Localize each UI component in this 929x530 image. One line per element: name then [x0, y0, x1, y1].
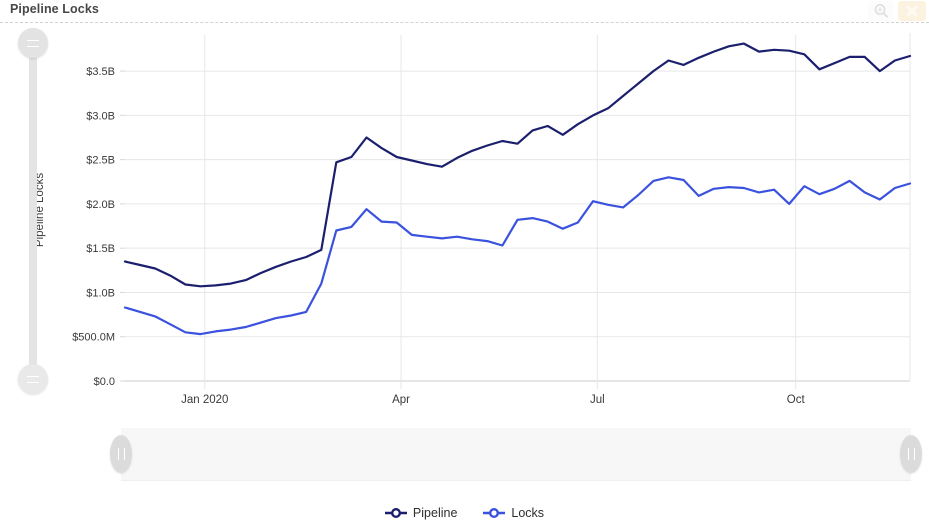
grip-vertical-icon	[118, 448, 125, 460]
locks-series-marker-icon	[483, 508, 506, 518]
legend-item-pipeline[interactable]: Pipeline	[384, 506, 458, 520]
zoom-button[interactable]	[868, 1, 893, 21]
y-zoom-slider	[18, 28, 48, 394]
series-line-locks[interactable]	[123, 176, 912, 336]
y-tick-label: $2.5B	[86, 155, 115, 167]
legend-label-locks: Locks	[511, 506, 545, 520]
pipeline-series-marker-icon	[384, 508, 407, 518]
magnifier-plus-icon	[874, 4, 888, 18]
x-tick-label: Jul	[590, 394, 605, 406]
legend-item-locks[interactable]: Locks	[483, 506, 544, 520]
close-button[interactable]	[898, 1, 926, 21]
close-icon	[906, 5, 918, 17]
y-tick-label: $0.0	[94, 376, 115, 388]
y-zoom-handle-bottom[interactable]	[18, 364, 48, 394]
x-range-selector	[110, 428, 922, 481]
y-zoom-slider-track[interactable]	[29, 42, 37, 380]
y-tick-label: $500.0M	[72, 332, 115, 344]
series-line-pipeline[interactable]	[123, 42, 912, 288]
panel-title: Pipeline Locks	[10, 2, 99, 16]
grip-vertical-icon	[908, 448, 915, 460]
x-tick-label: Jan 2020	[181, 394, 228, 406]
range-selected-area[interactable]	[121, 428, 911, 481]
header-actions	[868, 1, 926, 21]
x-tick-label: Apr	[392, 394, 410, 406]
y-zoom-handle-top[interactable]	[18, 28, 48, 58]
grip-lines-icon	[27, 376, 39, 383]
x-tick-label: Oct	[787, 394, 806, 406]
panel-header: Pipeline Locks	[0, 0, 929, 23]
y-tick-label: $1.0B	[86, 287, 115, 299]
y-tick-label: $3.5B	[86, 66, 115, 78]
y-tick-label: $3.0B	[86, 110, 115, 122]
legend: Pipeline Locks	[0, 502, 929, 524]
grip-lines-icon	[27, 40, 39, 47]
y-tick-label: $1.5B	[86, 243, 115, 255]
range-handle-right[interactable]	[900, 435, 922, 473]
legend-label-pipeline: Pipeline	[412, 506, 458, 520]
chart-plot-area[interactable]: $0.0 $500.0M $1.0B $1.5B $2.0B $2.5B $3.0B $3.5…	[0, 22, 929, 420]
range-handle-left[interactable]	[110, 435, 132, 473]
y-tick-label: $2.0B	[86, 199, 115, 211]
